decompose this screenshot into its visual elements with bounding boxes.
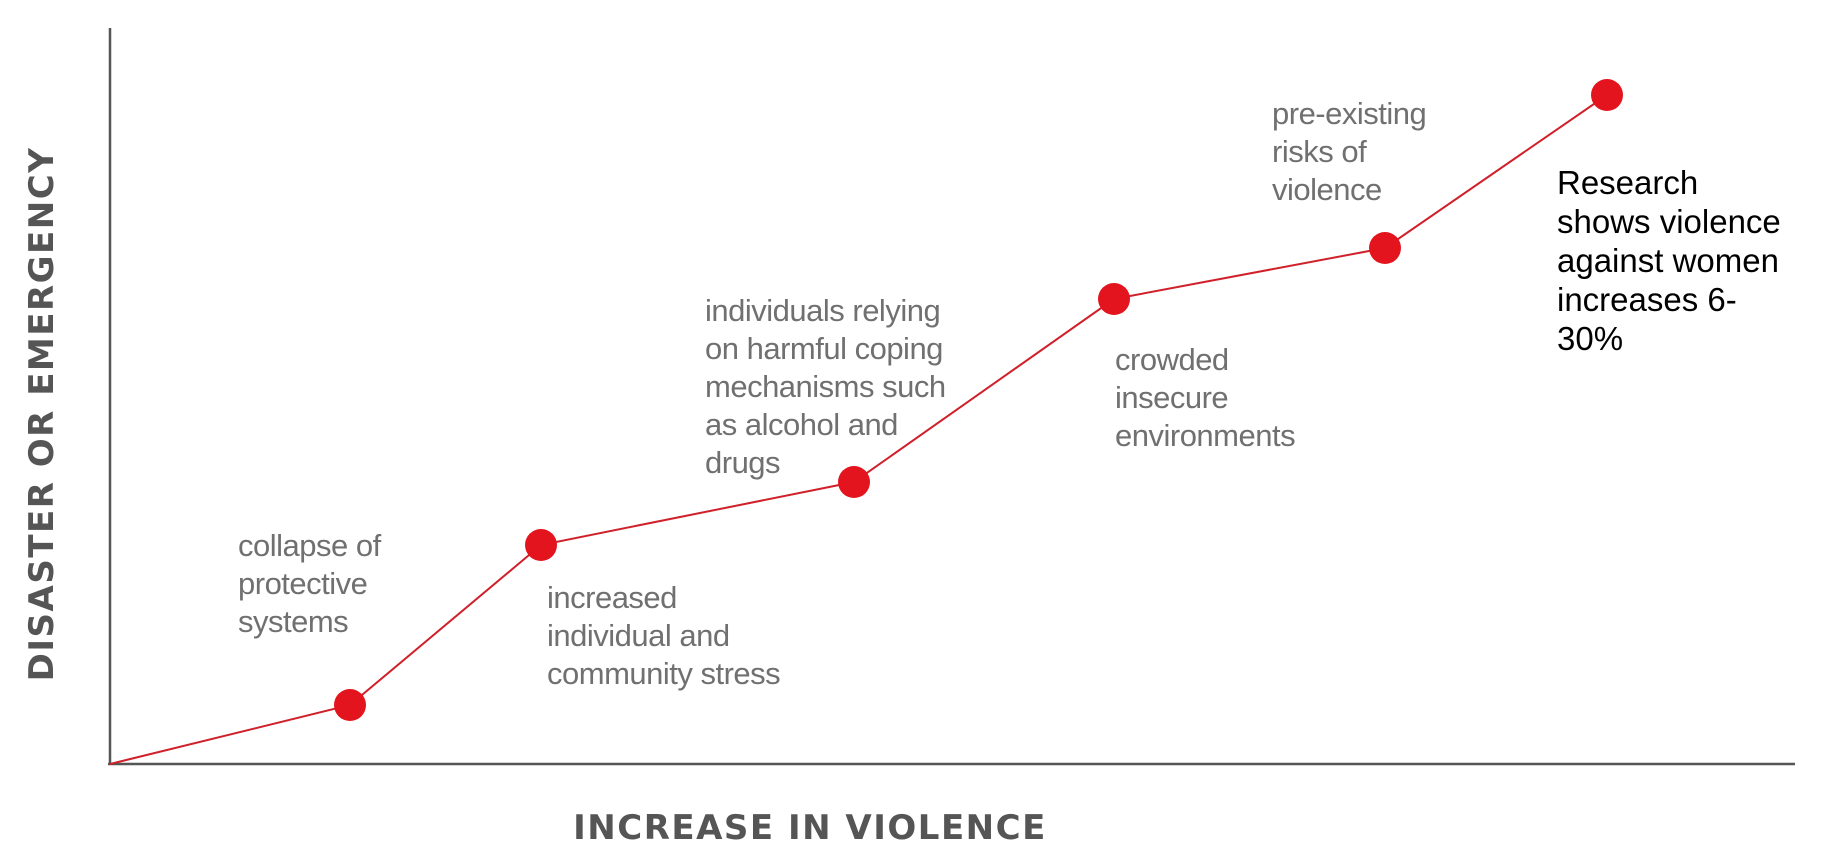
milestone-dots [334, 79, 1623, 721]
milestone-label-preexisting: pre-existing risks of violence [1272, 96, 1426, 207]
callout-line: increases 6- [1557, 281, 1737, 318]
milestone-label-coping: individuals relying on harmful coping mech… [705, 293, 946, 480]
milestone-label-line: as alcohol and [705, 407, 898, 442]
milestone-label-line: risks of [1272, 134, 1367, 169]
milestone-label-line: crowded [1115, 342, 1229, 377]
milestone-label-line: community stress [547, 656, 780, 691]
milestone-dot-stress [525, 529, 557, 561]
milestone-label-line: drugs [705, 445, 780, 480]
milestone-label-line: insecure [1115, 380, 1228, 415]
milestone-dot-coping [838, 466, 870, 498]
milestone-label-line: pre-existing [1272, 96, 1426, 131]
milestone-dot-crowded [1098, 283, 1130, 315]
milestone-label-line: on harmful coping [705, 331, 943, 366]
milestone-label-line: violence [1272, 172, 1382, 207]
milestone-label-collapse: collapse of protective systems [238, 528, 382, 639]
milestone-label-line: individual and [547, 618, 730, 653]
milestone-label-crowded: crowded insecure environments [1115, 342, 1295, 453]
x-axis-title: INCREASE IN VIOLENCE [573, 808, 1047, 843]
milestone-label-line: environments [1115, 418, 1295, 453]
y-axis-title: DISASTER OR EMERGENCY [22, 147, 62, 682]
milestone-label-line: individuals relying [705, 293, 940, 328]
research-callout: Research shows violence against women incre… [1557, 164, 1781, 357]
milestone-dot-preexisting [1369, 232, 1401, 264]
callout-line: shows violence [1557, 203, 1781, 240]
milestone-label-line: systems [238, 604, 348, 639]
milestone-label-line: mechanisms such [705, 369, 946, 404]
callout-line: 30% [1557, 320, 1623, 357]
milestone-label-line: protective [238, 566, 367, 601]
milestone-label-line: increased [547, 580, 677, 615]
milestone-label-stress: increased individual and community stress [547, 580, 780, 691]
callout-line: against women [1557, 242, 1779, 279]
milestone-dot-collapse [334, 689, 366, 721]
milestone-dot-peak [1591, 79, 1623, 111]
milestone-label-line: collapse of [238, 528, 382, 563]
callout-line: Research [1557, 164, 1698, 201]
